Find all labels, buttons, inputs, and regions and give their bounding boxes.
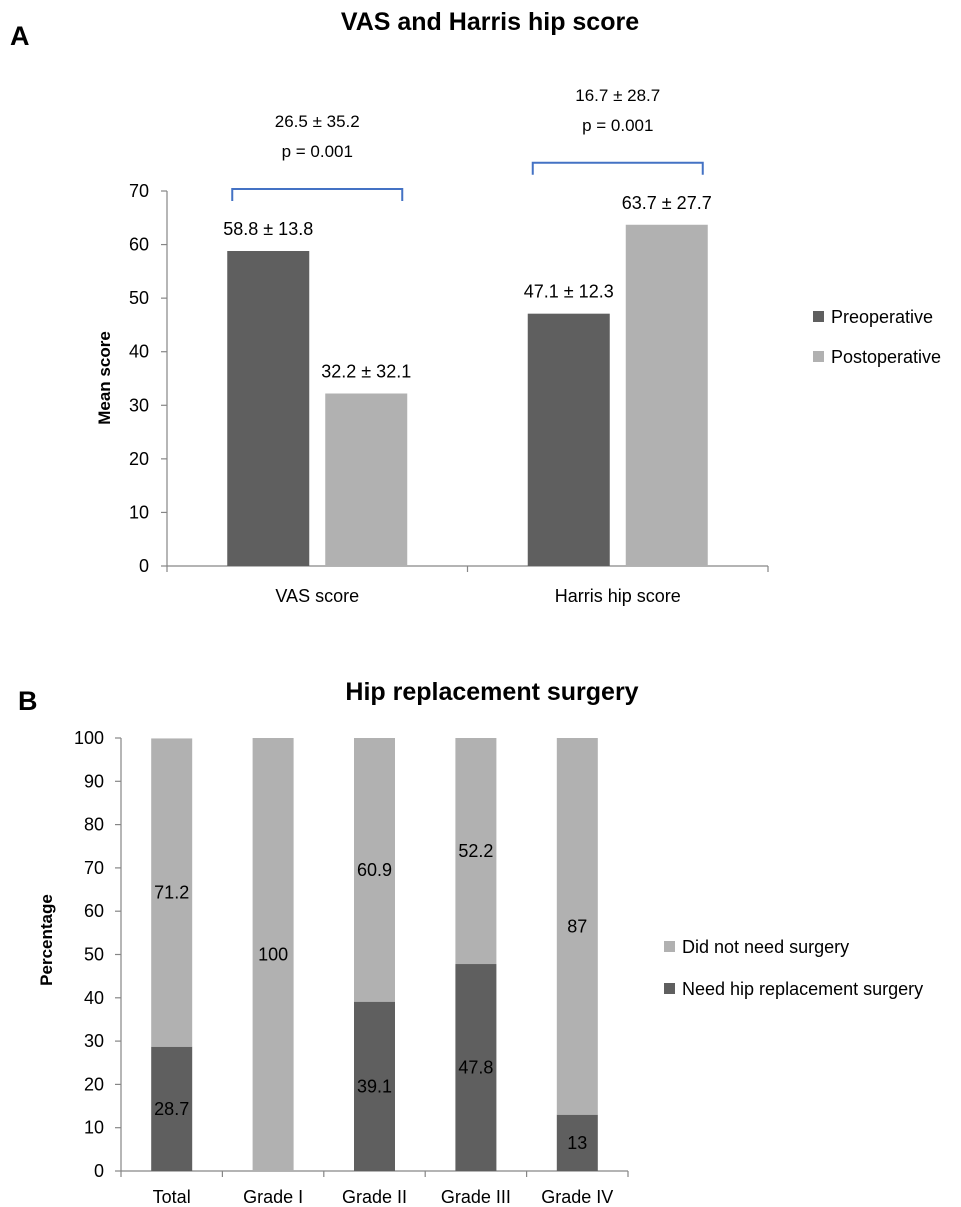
chart-a-annotation: p = 0.001 — [282, 142, 353, 161]
chart-b-bar-segment — [556, 738, 598, 1115]
chart-b-legend-label: Need hip replacement surgery — [682, 979, 923, 999]
chart-b-bar-segment — [151, 1046, 193, 1171]
chart-b-bar-segment — [252, 738, 294, 1171]
chart-b-data-label: 100 — [258, 945, 288, 965]
chart-b-category-label: Total — [153, 1187, 191, 1207]
chart-b: 0 10 20 30 40 50 60 70 80 90 100 Total 28.7 71.2 Grade… — [74, 728, 923, 1207]
chart-b-data-label: 47.8 — [458, 1058, 493, 1078]
chart-a-ylabel: Mean score — [95, 331, 114, 425]
chart-a-y-tick-label: 0 — [139, 556, 149, 576]
chart-b-data-label: 28.7 — [154, 1099, 189, 1119]
chart-a-y-tick-label: 70 — [129, 181, 149, 201]
chart-b-bar-segment — [455, 738, 497, 965]
chart-b-category-label: Grade I — [243, 1187, 303, 1207]
chart-b-ylabel: Percentage — [37, 894, 56, 986]
chart-b-y-tick-label: 10 — [84, 1118, 104, 1138]
chart-b-data-label: 71.2 — [154, 883, 189, 903]
chart-a-data-label: 47.1 ± 12.3 — [524, 282, 614, 302]
chart-a-annotation: p = 0.001 — [582, 116, 653, 135]
chart-a-y-tick-label: 40 — [129, 342, 149, 362]
chart-b-title: Hip replacement surgery — [345, 678, 638, 706]
chart-b-category-label: Grade IV — [541, 1187, 613, 1207]
chart-b-y-tick-label: 100 — [74, 728, 104, 748]
chart-b-bar-segment — [354, 738, 395, 1002]
chart-a-category-label: Harris hip score — [555, 586, 681, 606]
chart-a-bracket — [231, 188, 404, 201]
chart-b-bar-segment — [151, 738, 193, 1047]
chart-b-y-tick-label: 90 — [84, 771, 104, 791]
chart-b-y-tick-label: 70 — [84, 858, 104, 878]
chart-b-legend-swatch — [664, 983, 675, 994]
chart-a-y-tick-label: 30 — [129, 395, 149, 415]
chart-a-legend-label: Preoperative — [831, 307, 933, 327]
chart-a-data-label: 32.2 ± 32.1 — [321, 362, 411, 382]
chart-a-y-tick-label: 10 — [129, 502, 149, 522]
chart-b-legend-swatch — [664, 941, 675, 952]
chart-b-data-label: 87 — [567, 916, 587, 936]
chart-b-data-label: 13 — [567, 1133, 587, 1153]
chart-b-data-label: 60.9 — [357, 860, 392, 880]
chart-b-y-tick-label: 80 — [84, 815, 104, 835]
chart-b-y-tick-label: 60 — [84, 901, 104, 921]
chart-a-bracket — [531, 161, 704, 175]
chart-b-y-tick-label: 20 — [84, 1074, 104, 1094]
chart-a: 0 10 20 30 40 50 60 70 VAS score 58.8 ± 13.8 32.2 … — [129, 86, 941, 606]
chart-a-y-tick-label: 60 — [129, 235, 149, 255]
chart-b-category-label: Grade III — [441, 1187, 511, 1207]
panel-b-letter: B — [18, 686, 38, 716]
chart-b-bar-segment — [556, 1114, 598, 1171]
chart-a-title: VAS and Harris hip score — [341, 8, 639, 36]
chart-a-y-tick-label: 50 — [129, 288, 149, 308]
chart-a-annotation: 26.5 ± 35.2 — [275, 112, 360, 131]
chart-a-legend-label: Postoperative — [831, 347, 941, 367]
chart-b-bar-segment — [455, 964, 497, 1171]
chart-b-legend-label: Did not need surgery — [682, 937, 849, 957]
chart-a-bar — [325, 393, 408, 566]
chart-a-bar — [227, 251, 310, 566]
chart-b-data-label: 52.2 — [458, 841, 493, 861]
chart-a-bar — [527, 313, 610, 566]
chart-a-annotation: 16.7 ± 28.7 — [575, 86, 660, 105]
chart-b-category-label: Grade II — [342, 1187, 407, 1207]
chart-a-data-label: 58.8 ± 13.8 — [223, 219, 313, 239]
chart-a-bar — [625, 224, 708, 566]
panel-a-letter: A — [10, 21, 30, 51]
chart-a-data-label: 63.7 ± 27.7 — [622, 193, 712, 213]
chart-b-y-tick-label: 50 — [84, 945, 104, 965]
chart-a-legend-swatch — [813, 311, 824, 322]
chart-a-y-tick-label: 20 — [129, 449, 149, 469]
chart-a-category-label: VAS score — [275, 586, 359, 606]
chart-a-legend-swatch — [813, 351, 824, 362]
chart-b-data-label: 39.1 — [357, 1076, 392, 1096]
chart-b-y-tick-label: 40 — [84, 988, 104, 1008]
chart-b-y-tick-label: 0 — [94, 1161, 104, 1181]
chart-b-y-tick-label: 30 — [84, 1031, 104, 1051]
chart-b-bar-segment — [354, 1001, 395, 1171]
